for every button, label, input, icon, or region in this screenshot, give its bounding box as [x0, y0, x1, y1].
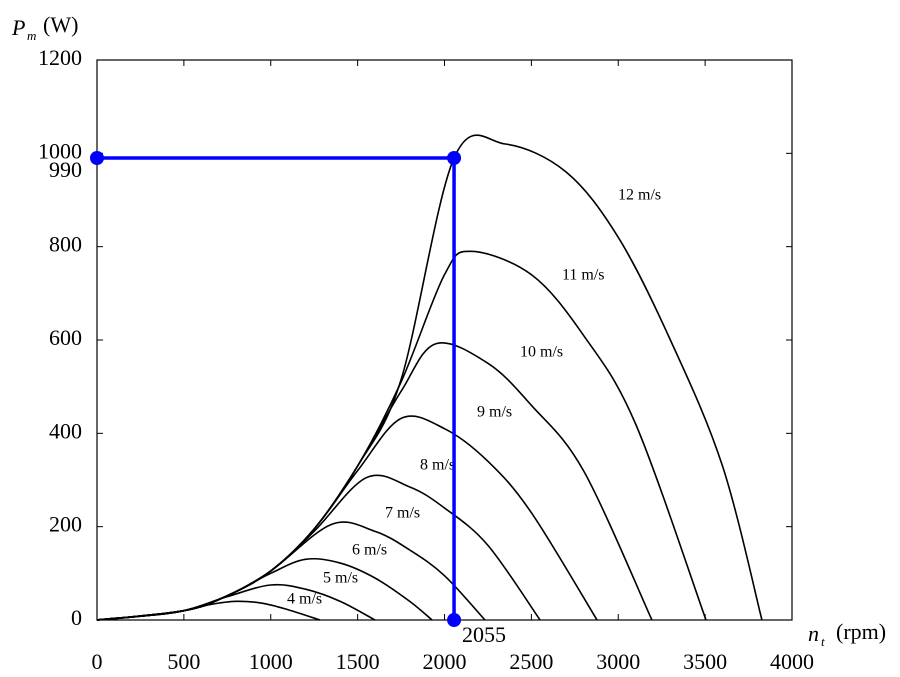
y-axis-label-subscript: m: [27, 28, 36, 43]
curve-label: 8 m/s: [420, 457, 455, 474]
x-tick-label: 1500: [336, 649, 380, 674]
x-tick-label: 2000: [423, 649, 467, 674]
curve: [97, 251, 706, 620]
y-axis-label: P: [11, 15, 25, 40]
y-tick-label: 0: [71, 605, 82, 630]
curve-label: 12 m/s: [618, 187, 661, 204]
curve-label: 5 m/s: [323, 570, 358, 587]
x-tick-label: 4000: [770, 649, 814, 674]
x-tick-label: 2500: [509, 649, 553, 674]
curve: [97, 135, 762, 620]
operating-point: [447, 151, 461, 165]
y-tick-label: 600: [49, 325, 82, 350]
chart: P m (W) n t (rpm) 0500100015002000250030…: [0, 0, 900, 677]
x-tick-label: 0: [92, 649, 103, 674]
plot-frame: [97, 60, 792, 620]
curve-label: 6 m/s: [352, 542, 387, 559]
curve-label: 4 m/s: [287, 591, 322, 608]
y-tick-label: 400: [49, 418, 82, 443]
x-axis-label-subscript: t: [821, 634, 825, 649]
x-tick-label: 500: [167, 649, 200, 674]
operating-point-x: [447, 613, 461, 627]
y-axis-unit: (W): [43, 12, 78, 37]
curve-label: 10 m/s: [520, 344, 563, 361]
curve-label: 9 m/s: [477, 404, 512, 421]
operating-point-y: [90, 151, 104, 165]
x-tick-label: 1000: [249, 649, 293, 674]
y-tick-label: 1200: [38, 45, 82, 70]
curve-label: 11 m/s: [562, 267, 605, 284]
operating-x-label: 2055: [462, 622, 506, 647]
curve-label: 7 m/s: [385, 505, 420, 522]
x-tick-label: 3500: [683, 649, 727, 674]
y-tick-label: 200: [49, 512, 82, 537]
operating-y-label: 990: [49, 157, 82, 182]
curve: [97, 416, 597, 620]
x-tick-label: 3000: [596, 649, 640, 674]
curve: [97, 559, 432, 620]
x-axis-label: n: [808, 621, 819, 646]
curve: [97, 585, 375, 620]
y-tick-label: 800: [49, 232, 82, 257]
x-axis-unit: (rpm): [836, 619, 886, 644]
